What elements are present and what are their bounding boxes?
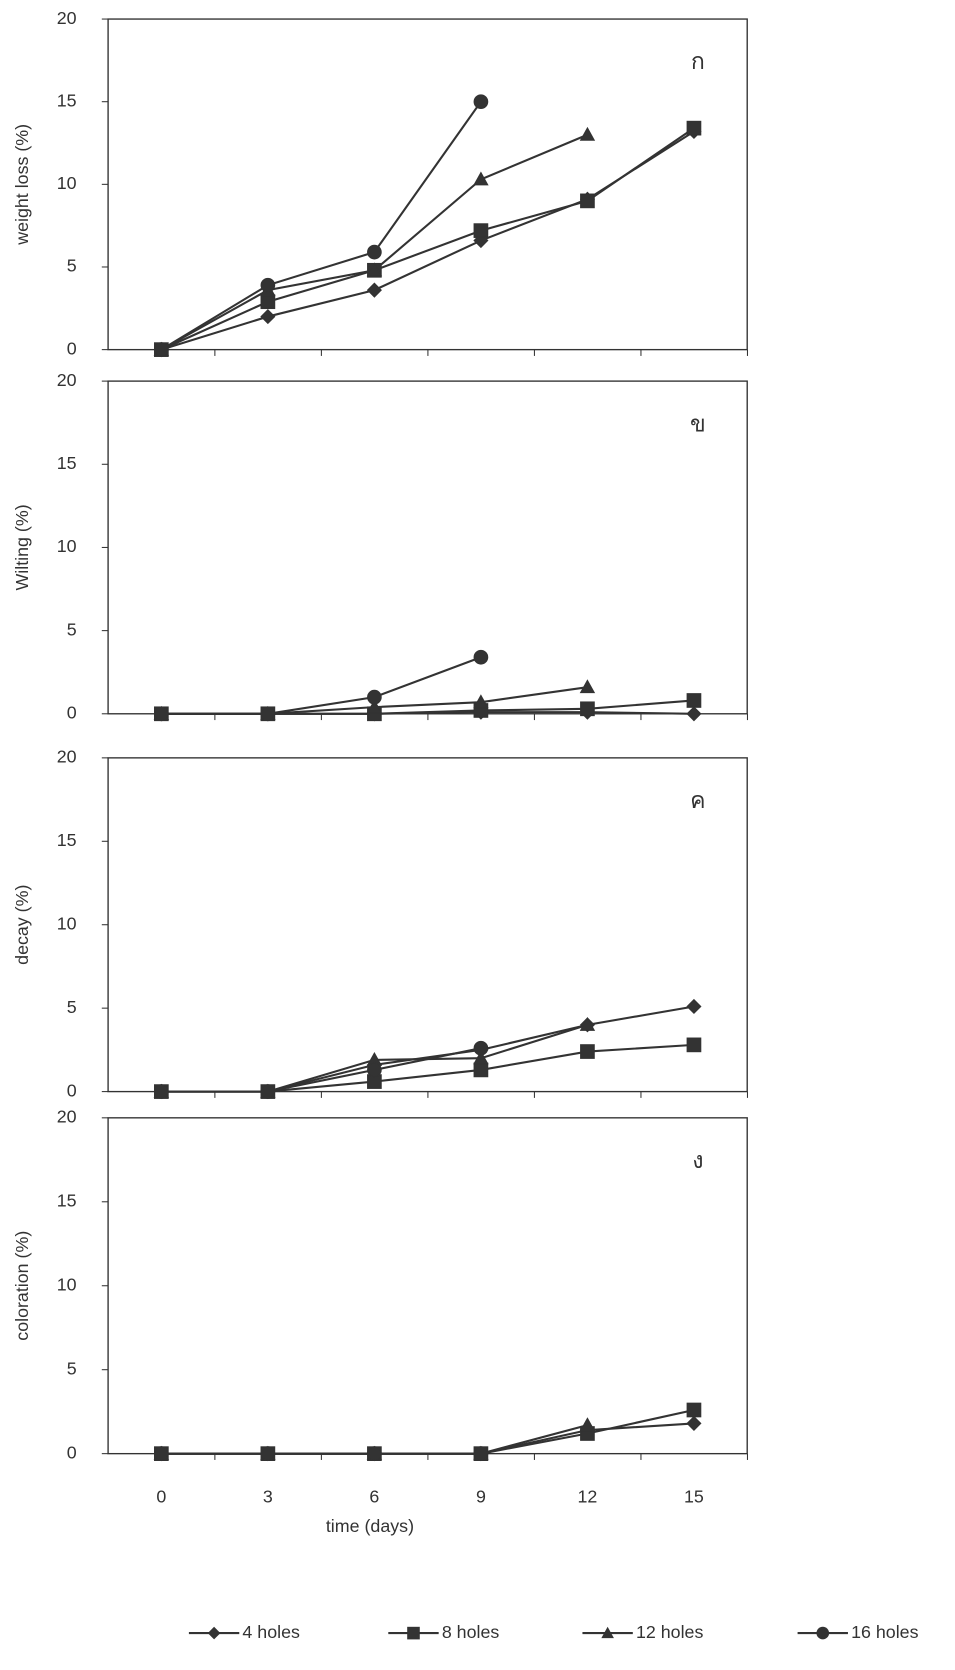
y-tick-label: 10 [57, 1274, 77, 1294]
y-tick-label: 10 [57, 536, 77, 556]
legend-label: 16 holes [851, 1622, 918, 1642]
x-tick-label: 3 [263, 1486, 273, 1506]
marker [579, 679, 596, 694]
series-line [161, 130, 695, 351]
y-tick-label: 15 [57, 90, 77, 110]
series-line [160, 101, 482, 351]
x-tick-label: 0 [156, 1486, 166, 1506]
series-line [161, 1043, 695, 1093]
plot-frame [107, 1117, 748, 1455]
series-line [160, 127, 695, 351]
marker [260, 277, 276, 293]
marker [154, 1084, 169, 1099]
marker [473, 694, 489, 709]
y-tick-label: 10 [57, 913, 77, 933]
marker [580, 193, 595, 209]
marker [580, 1044, 595, 1059]
x-tick-label: 15 [684, 1486, 704, 1506]
x-tick-label: 9 [476, 1486, 486, 1506]
marker [686, 1415, 702, 1431]
y-tick-label: 0 [67, 338, 77, 358]
marker [367, 689, 382, 705]
marker [154, 706, 169, 722]
marker [260, 294, 276, 310]
marker [473, 223, 489, 238]
series-line [161, 656, 482, 715]
marker [473, 1050, 489, 1065]
y-axis-label: weight loss (%) [12, 124, 32, 246]
y-axis-label: coloration (%) [12, 1231, 32, 1341]
y-tick-label: 20 [57, 1107, 77, 1127]
marker [154, 1446, 169, 1461]
y-tick-label: 15 [57, 830, 77, 850]
y-tick-label: 20 [57, 747, 77, 767]
marker [473, 1446, 489, 1461]
plot-frame [107, 757, 748, 1093]
series-line [160, 133, 588, 351]
series-line [161, 1408, 695, 1455]
legend-marker [816, 1626, 830, 1640]
plot-frame [107, 18, 748, 351]
marker [686, 120, 702, 136]
y-tick-label: 5 [67, 256, 77, 276]
plot-frame [107, 380, 748, 715]
marker [367, 1446, 382, 1461]
panel-label: ง [692, 1147, 703, 1173]
y-tick-label: 15 [57, 453, 77, 473]
y-tick-label: 10 [57, 173, 77, 193]
marker [686, 693, 702, 708]
x-tick-label: 12 [578, 1486, 598, 1506]
marker [579, 1016, 596, 1031]
y-tick-label: 5 [67, 1358, 77, 1378]
marker [473, 1040, 489, 1056]
y-axis-label: decay (%) [12, 885, 32, 965]
marker [366, 262, 383, 277]
panel-label: ข [690, 410, 706, 436]
marker [473, 1062, 489, 1078]
marker [473, 171, 489, 186]
series-line [161, 1047, 482, 1093]
y-tick-label: 15 [57, 1191, 77, 1211]
y-tick-label: 0 [67, 1442, 77, 1462]
marker [366, 282, 382, 298]
y-tick-label: 5 [67, 619, 77, 639]
marker [686, 998, 702, 1015]
marker [579, 1417, 596, 1432]
marker [260, 706, 276, 722]
marker [154, 342, 169, 357]
panel-label: ค [690, 787, 705, 813]
marker [686, 1037, 702, 1053]
y-tick-label: 0 [67, 703, 77, 723]
y-tick-label: 20 [57, 8, 77, 28]
marker [366, 699, 383, 714]
marker [686, 706, 702, 722]
legend-marker [207, 1626, 221, 1640]
marker [260, 1084, 276, 1099]
y-tick-label: 5 [67, 997, 77, 1017]
legend-label: 12 holes [636, 1622, 703, 1642]
marker [686, 1402, 702, 1418]
x-tick-label: 6 [369, 1486, 379, 1506]
marker [367, 1062, 382, 1078]
marker [260, 1446, 276, 1461]
marker [579, 126, 596, 141]
x-axis-label: time (days) [326, 1516, 414, 1536]
panel-label: ก [691, 48, 705, 74]
marker [367, 244, 382, 260]
legend-label: 8 holes [442, 1622, 500, 1642]
legend-label: 4 holes [242, 1622, 300, 1642]
y-axis-label: Wilting (%) [12, 504, 32, 590]
legend-marker [601, 1626, 614, 1639]
marker [473, 649, 489, 665]
marker [260, 309, 276, 325]
marker [473, 94, 489, 110]
y-tick-label: 20 [57, 370, 77, 390]
legend-marker [407, 1626, 420, 1640]
y-tick-label: 0 [67, 1080, 77, 1100]
marker [580, 701, 595, 717]
